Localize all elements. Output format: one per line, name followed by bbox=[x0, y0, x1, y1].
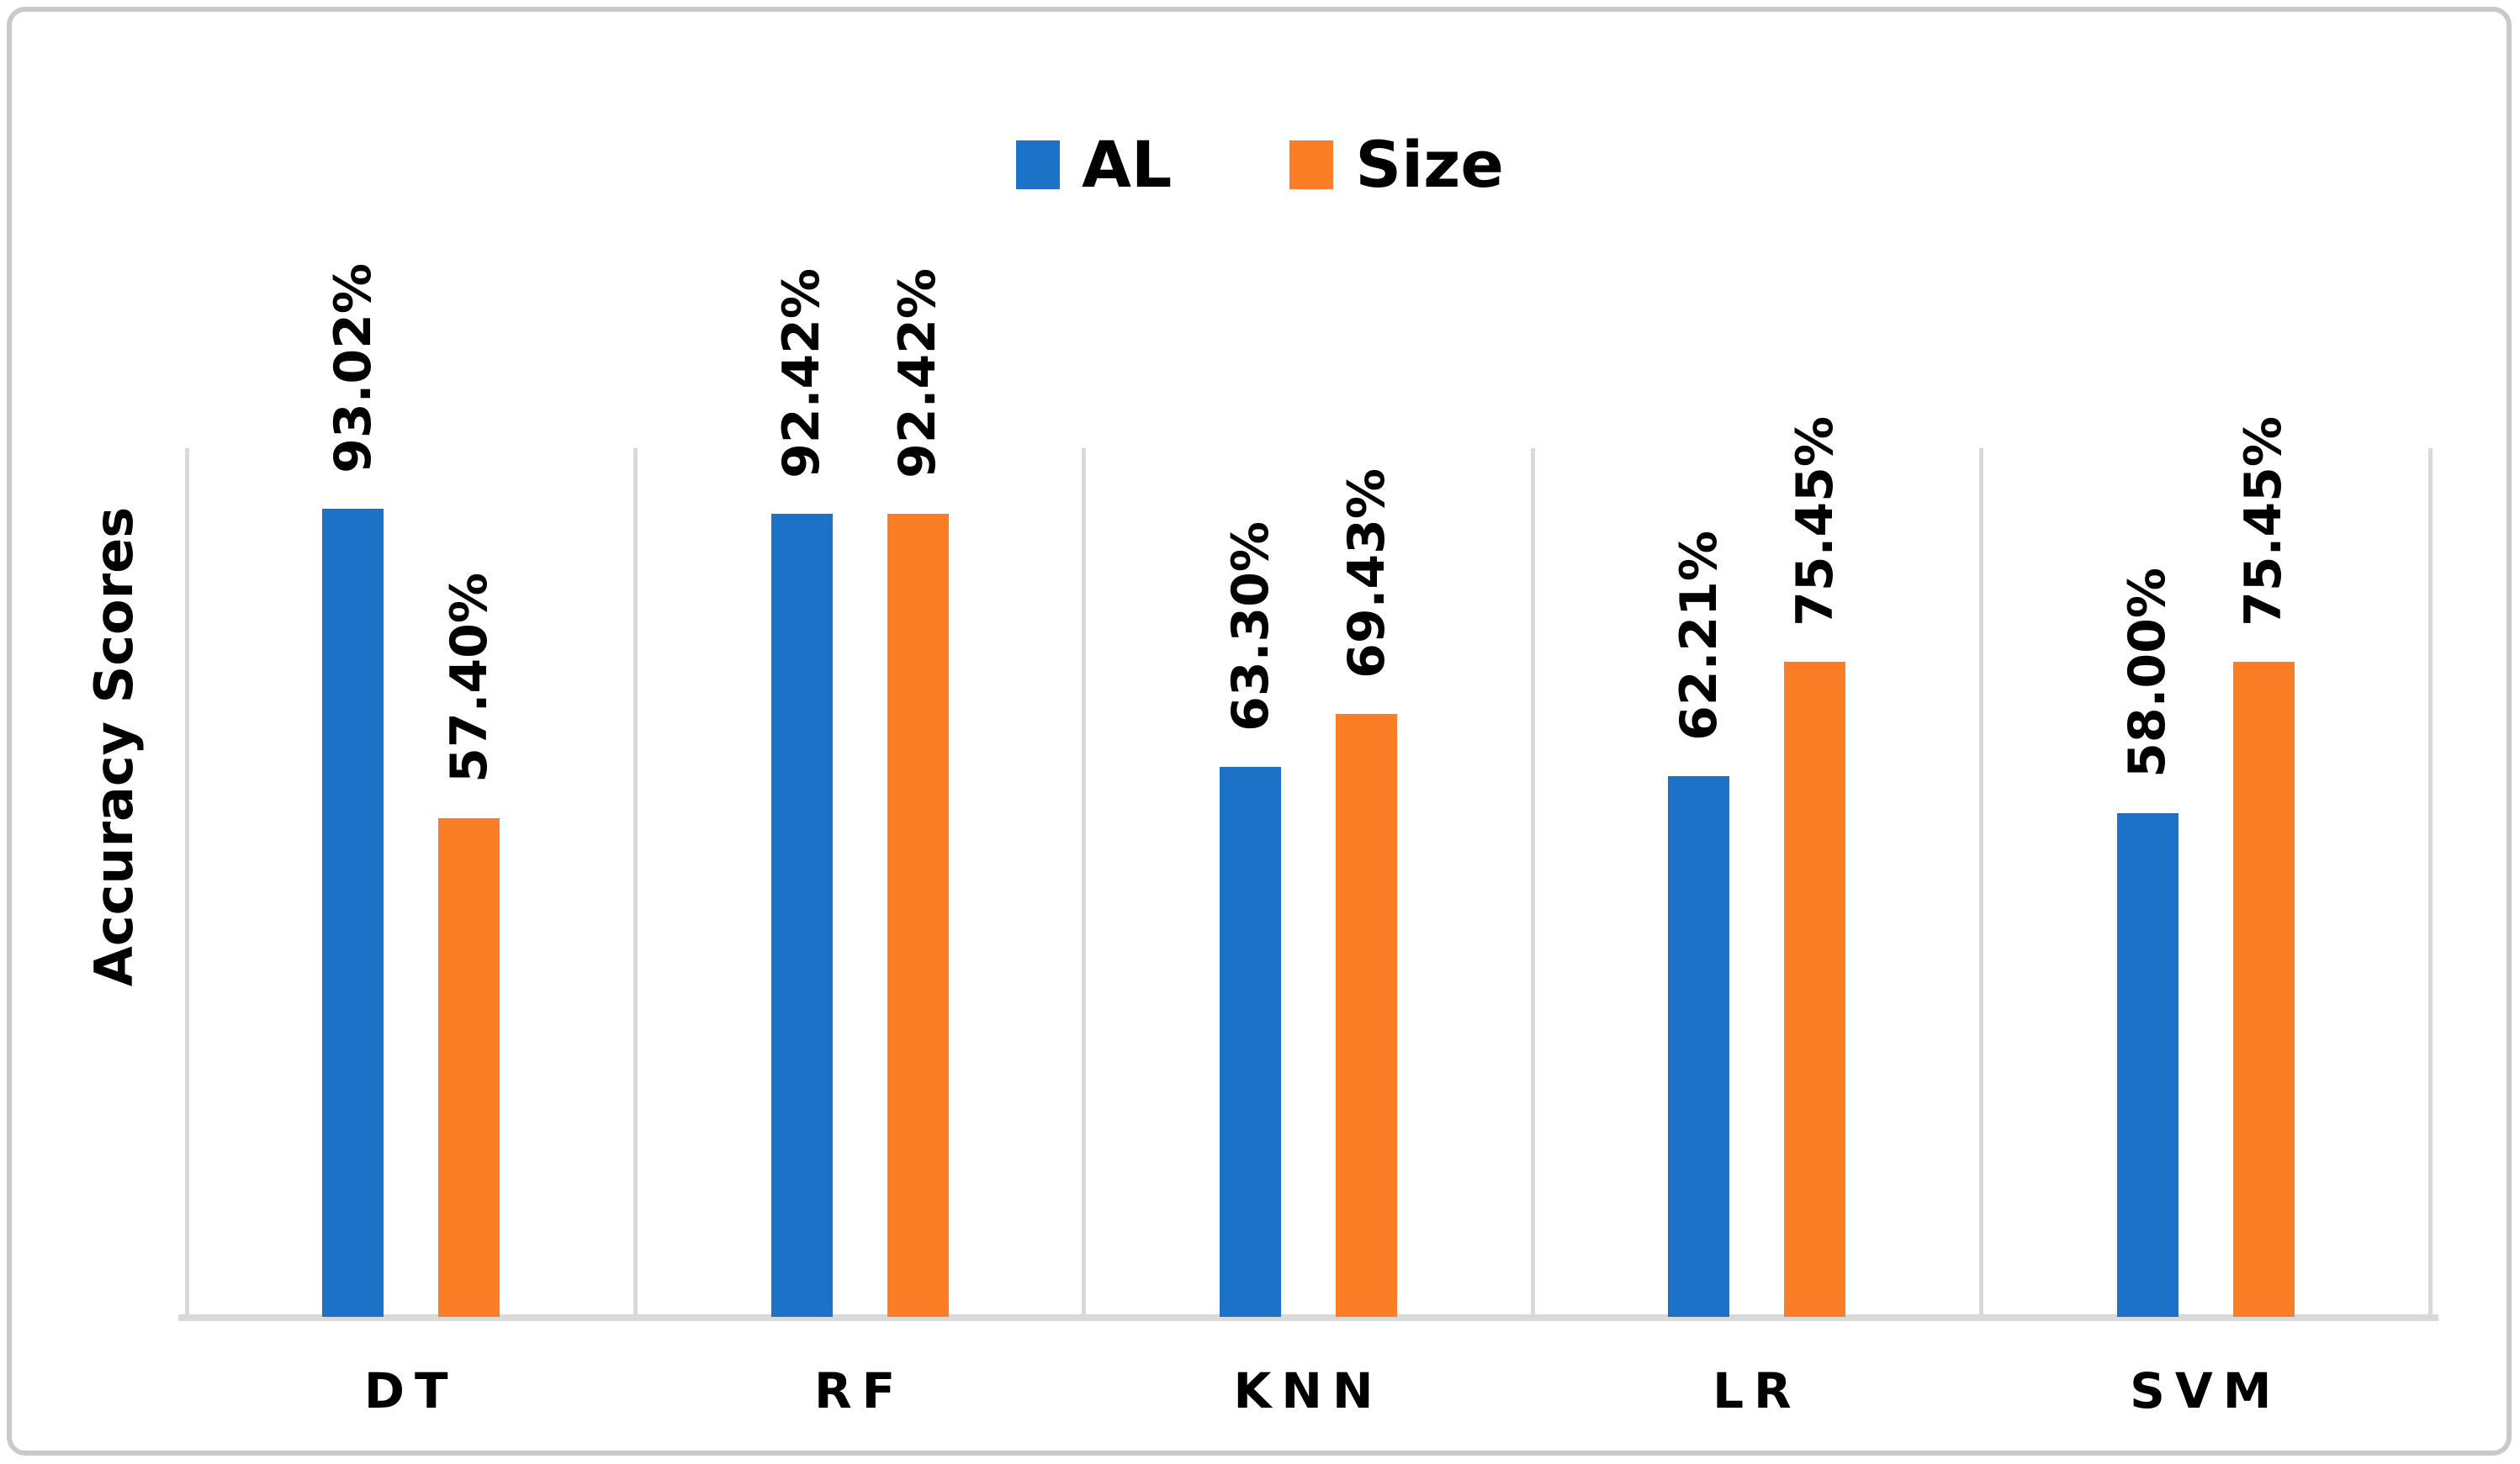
x-axis-label-rf: RF bbox=[813, 1362, 906, 1419]
bar-al-dt bbox=[322, 509, 384, 1317]
legend-swatch-size bbox=[1289, 140, 1334, 189]
legend-label-size: Size bbox=[1355, 127, 1504, 202]
bar-value-label-al-svm: 58.00% bbox=[2118, 567, 2178, 778]
bar-value-label-size-dt: 57.40% bbox=[439, 573, 499, 784]
x-axis-label-svm: SVM bbox=[2130, 1362, 2282, 1419]
legend-swatch-al bbox=[1016, 140, 1061, 189]
bar-al-rf bbox=[770, 514, 833, 1317]
category-separator-gridline bbox=[2427, 448, 2433, 1317]
legend-label-al: AL bbox=[1082, 127, 1173, 202]
y-axis-title: Accuracy Scores bbox=[83, 506, 145, 987]
bar-size-lr bbox=[1784, 661, 1846, 1317]
category-separator-gridline bbox=[1530, 448, 1535, 1317]
bar-value-label-al-lr: 62.21% bbox=[1669, 531, 1729, 742]
x-axis-label-dt: DT bbox=[363, 1362, 458, 1419]
x-axis-line bbox=[178, 1314, 2438, 1321]
bar-value-label-al-knn: 63.30% bbox=[1220, 521, 1280, 732]
legend: AL Size bbox=[0, 133, 2520, 197]
x-axis-label-lr: LR bbox=[1713, 1362, 1802, 1419]
bar-size-knn bbox=[1336, 713, 1397, 1317]
x-axis-label-knn: KNN bbox=[1233, 1362, 1384, 1419]
bar-value-label-al-dt: 93.02% bbox=[323, 263, 383, 474]
bar-size-svm bbox=[2232, 661, 2295, 1317]
category-separator-gridline bbox=[633, 448, 638, 1317]
y-axis-line bbox=[184, 448, 189, 1317]
bar-value-label-al-rf: 92.42% bbox=[772, 268, 832, 479]
bar-value-label-size-lr: 75.45% bbox=[1785, 415, 1845, 626]
bar-value-label-size-rf: 92.42% bbox=[888, 268, 948, 479]
bar-al-knn bbox=[1220, 767, 1281, 1317]
legend-item-al: AL bbox=[1016, 133, 1172, 197]
bar-value-label-size-svm: 75.45% bbox=[2234, 415, 2294, 626]
bar-size-rf bbox=[887, 514, 949, 1317]
category-separator-gridline bbox=[1979, 448, 1984, 1317]
bar-al-lr bbox=[1668, 776, 1730, 1317]
legend-item-size: Size bbox=[1289, 133, 1504, 197]
bar-value-label-size-knn: 69.43% bbox=[1337, 468, 1396, 679]
bar-size-dt bbox=[438, 818, 500, 1317]
category-separator-gridline bbox=[1082, 448, 1087, 1317]
bar-al-svm bbox=[2116, 812, 2179, 1317]
